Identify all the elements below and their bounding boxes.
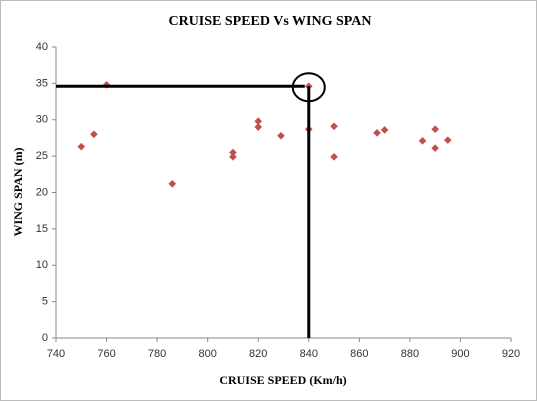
point — [254, 123, 263, 131]
point — [77, 142, 86, 151]
x-tick-label: 780 — [148, 348, 166, 360]
point — [418, 137, 427, 145]
point — [373, 129, 381, 137]
point — [90, 130, 98, 139]
x-tick-label: 740 — [47, 348, 65, 360]
y-tick-label: 15 — [36, 223, 48, 235]
x-axis-label: CRUISE SPEED (Km/h) — [219, 373, 346, 387]
y-tick-label: 5 — [42, 296, 48, 308]
x-tick-label: 820 — [249, 348, 267, 360]
point — [277, 131, 285, 140]
point — [254, 117, 263, 126]
chart-title: CRUISE SPEED Vs WING SPAN — [168, 14, 371, 29]
point — [444, 136, 452, 144]
point — [431, 144, 439, 152]
point — [330, 122, 338, 131]
x-tick-label: 860 — [350, 348, 368, 360]
x-tick-label: 900 — [451, 348, 469, 360]
annotation-circle — [291, 72, 326, 103]
y-axis-label: WING SPAN (m) — [11, 147, 25, 236]
x-tick-label: 800 — [198, 348, 216, 360]
point — [380, 126, 389, 134]
y-tick-label: 25 — [36, 150, 48, 162]
y-tick-label: 30 — [36, 114, 48, 126]
x-tick-label: 880 — [401, 348, 419, 360]
x-tick-label: 760 — [97, 348, 115, 360]
point — [431, 125, 439, 134]
y-tick-label: 0 — [42, 332, 48, 344]
y-tick-label: 20 — [36, 186, 48, 198]
point — [330, 153, 338, 161]
point — [229, 153, 237, 161]
y-tick-label: 35 — [36, 77, 48, 89]
y-tick-label: 10 — [36, 259, 48, 271]
point — [168, 179, 177, 188]
x-tick-label: 920 — [502, 348, 520, 360]
point — [229, 148, 237, 157]
x-tick-label: 840 — [300, 348, 318, 360]
y-tick-label: 40 — [36, 41, 48, 53]
